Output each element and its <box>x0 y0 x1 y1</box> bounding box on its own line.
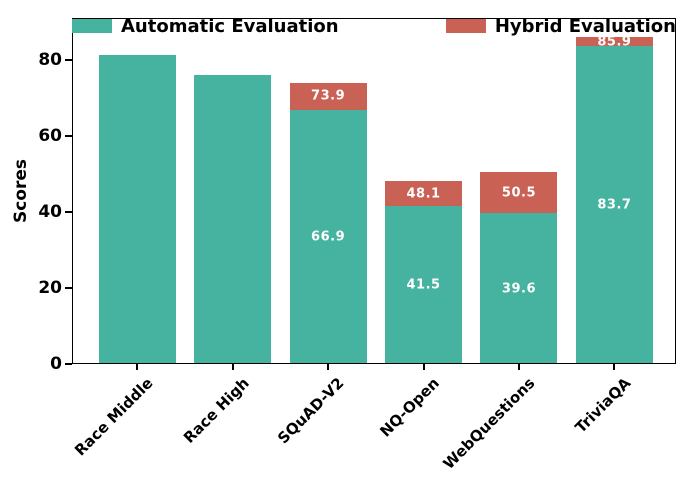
x-tick-mark-race-middle <box>136 364 139 370</box>
y-tick-mark-60 <box>65 134 72 137</box>
x-tick-label-race-middle: Race Middle <box>71 374 157 460</box>
value-label-hybrid-webquestions: 50.5 <box>501 185 536 201</box>
y-tick-label-0: 0 <box>50 354 62 374</box>
value-label-hybrid-nq-open: 48.1 <box>406 186 441 202</box>
legend-item-hybrid-evaluation: Hybrid Evaluation <box>445 15 676 37</box>
value-label-automatic-triviaqa: 83.7 <box>597 197 632 213</box>
x-tick-mark-race-high <box>231 364 234 370</box>
y-tick-mark-20 <box>65 286 72 289</box>
x-tick-mark-webquestions <box>517 364 520 370</box>
y-tick-label-80: 80 <box>38 49 62 70</box>
x-tick-mark-squad-v2 <box>327 364 330 370</box>
y-tick-mark-0 <box>65 363 72 365</box>
value-label-automatic-squad-v2: 66.9 <box>311 229 346 245</box>
plot-area: 66.9 73.9 41.5 48.1 39.6 50.5 83.7 85.9 <box>72 18 676 364</box>
y-tick-label-40: 40 <box>38 201 62 222</box>
bar-automatic-webquestions <box>480 213 558 364</box>
y-tick-mark-80 <box>65 58 72 61</box>
value-label-hybrid-triviaqa: 85.9 <box>597 34 632 50</box>
x-tick-label-triviaqa: TriviaQA <box>571 374 635 437</box>
x-tick-label-webquestions: WebQuestions <box>439 374 539 473</box>
legend-item-automatic-evaluation: Automatic Evaluation <box>72 16 339 37</box>
x-tick-mark-nq-open <box>422 364 425 370</box>
bar-automatic-squad-v2 <box>289 109 367 364</box>
value-label-automatic-webquestions: 39.6 <box>501 281 536 297</box>
bar-automatic-nq-open <box>385 206 463 364</box>
y-tick-mark-40 <box>65 210 72 213</box>
value-label-hybrid-squad-v2: 73.9 <box>311 88 346 104</box>
legend: Automatic Evaluation Hybrid Evaluation <box>72 11 676 41</box>
x-tick-label-race-high: Race High <box>179 374 253 447</box>
hybrid-evaluation-swatch <box>445 19 486 33</box>
x-tick-mark-triviaqa <box>613 364 616 370</box>
y-tick-label-60: 60 <box>38 125 62 146</box>
automatic-evaluation-swatch <box>72 19 112 33</box>
legend-label-automatic-evaluation: Automatic Evaluation <box>121 15 339 37</box>
legend-label-hybrid-evaluation: Hybrid Evaluation <box>494 15 676 37</box>
bar-automatic-triviaqa <box>575 45 653 364</box>
bar-automatic-race-middle <box>98 54 176 364</box>
x-tick-label-squad-v2: SQuAD-V2 <box>274 374 348 448</box>
x-tick-label-nq-open: NQ-Open <box>376 374 444 441</box>
bar-automatic-race-high <box>194 75 272 364</box>
value-label-automatic-nq-open: 41.5 <box>406 277 441 293</box>
y-tick-label-20: 20 <box>38 277 62 298</box>
